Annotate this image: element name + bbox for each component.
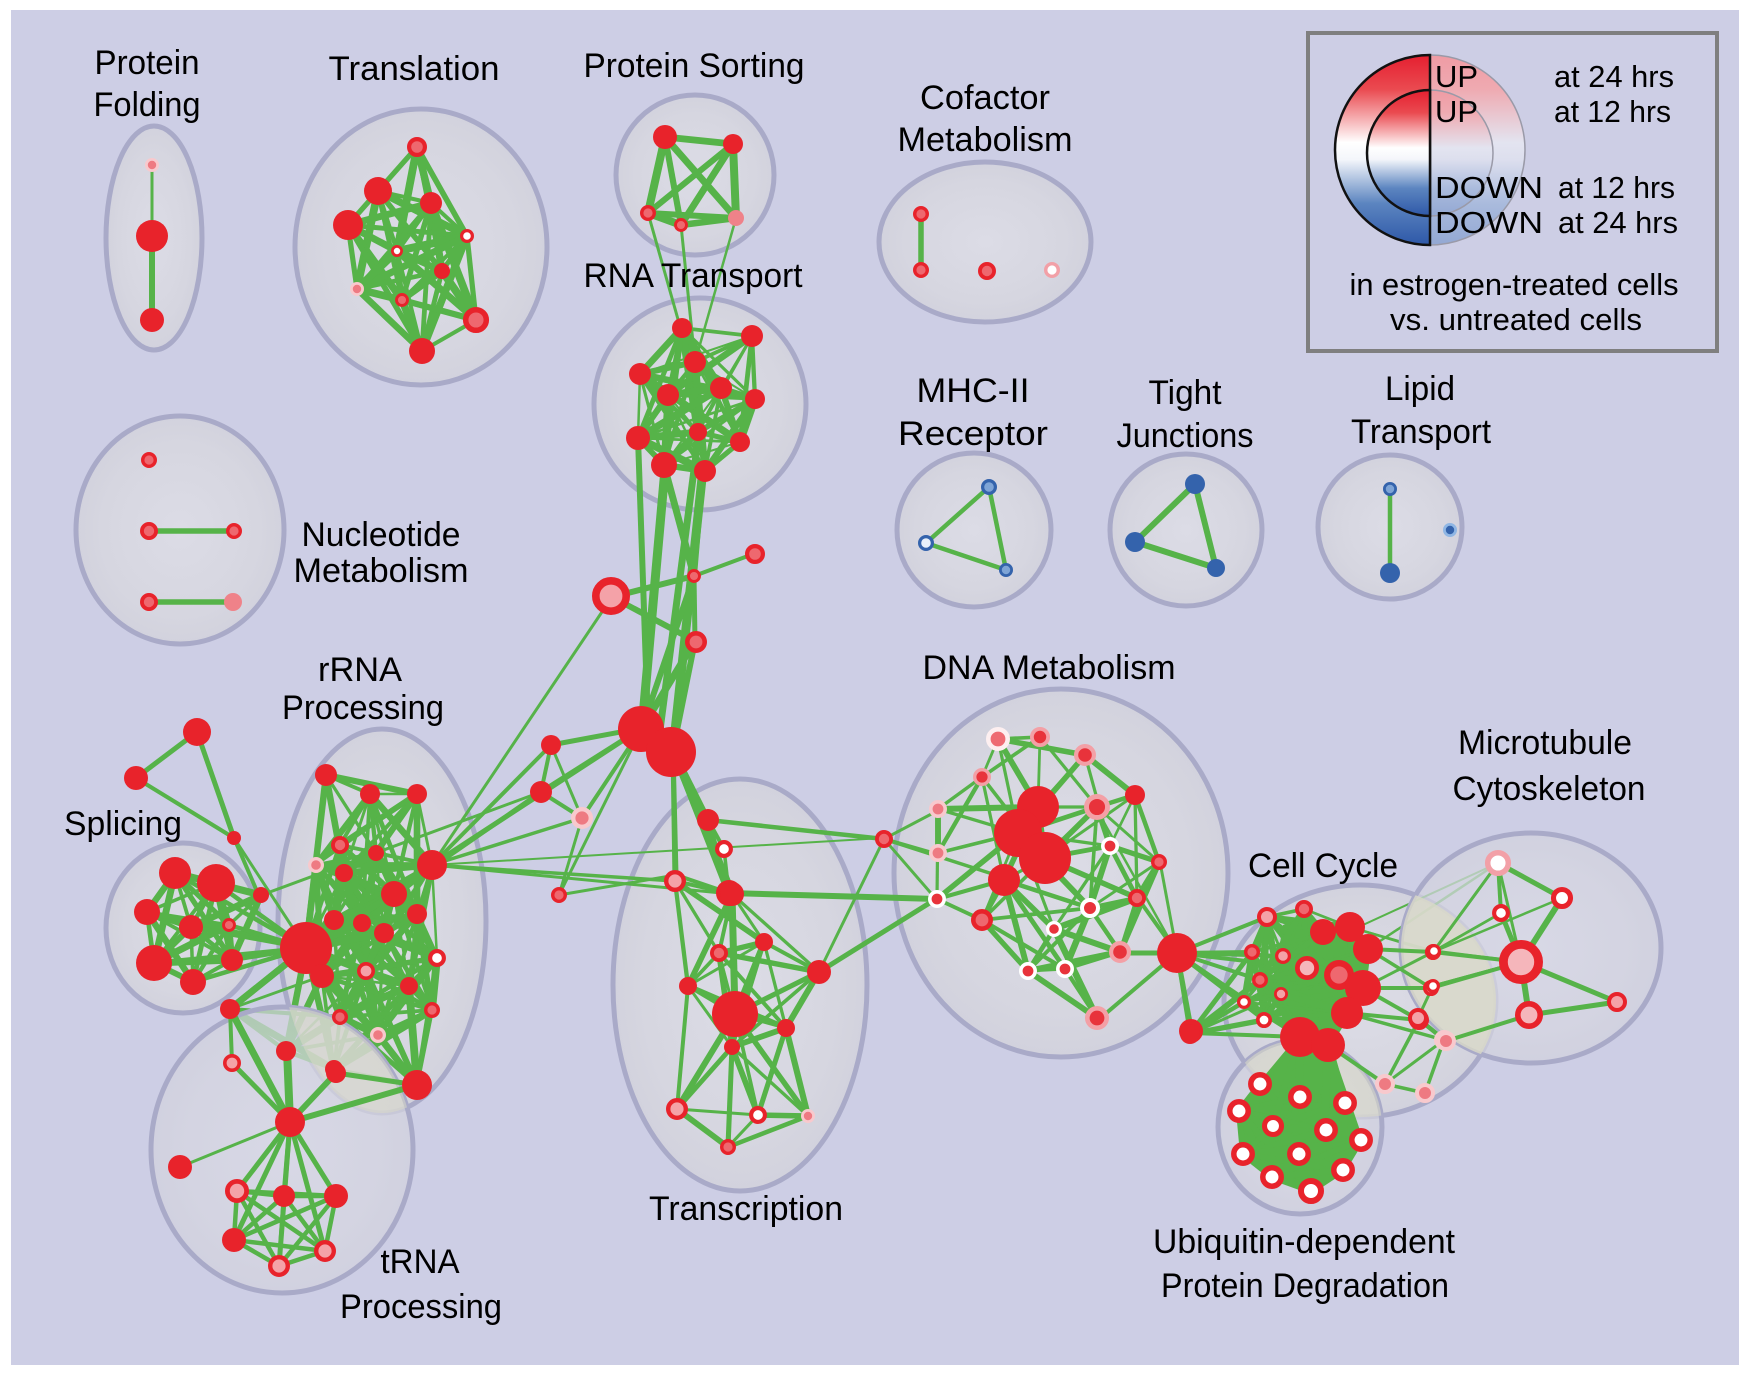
svg-text:Protein Sorting: Protein Sorting xyxy=(584,47,805,85)
svg-text:Junctions: Junctions xyxy=(1117,417,1254,455)
svg-text:UP: UP xyxy=(1435,94,1478,129)
svg-text:at 24 hrs: at 24 hrs xyxy=(1558,205,1678,240)
svg-text:RNA Transport: RNA Transport xyxy=(584,257,804,295)
svg-text:tRNA: tRNA xyxy=(381,1243,460,1281)
svg-text:Tight: Tight xyxy=(1149,374,1223,412)
svg-text:Processing: Processing xyxy=(340,1288,502,1326)
svg-text:Cytoskeleton: Cytoskeleton xyxy=(1453,770,1646,808)
svg-text:Protein: Protein xyxy=(95,44,200,82)
svg-text:DNA Metabolism: DNA Metabolism xyxy=(923,649,1176,687)
svg-text:at 12 hrs: at 12 hrs xyxy=(1558,170,1675,205)
svg-text:rRNA: rRNA xyxy=(318,651,402,689)
svg-text:Protein Degradation: Protein Degradation xyxy=(1161,1267,1449,1305)
svg-text:Cell Cycle: Cell Cycle xyxy=(1248,847,1398,885)
svg-text:Transcription: Transcription xyxy=(649,1190,843,1228)
svg-text:Metabolism: Metabolism xyxy=(294,552,469,590)
svg-text:Translation: Translation xyxy=(329,50,500,88)
svg-text:DOWN: DOWN xyxy=(1435,170,1543,205)
svg-text:at 24 hrs: at 24 hrs xyxy=(1554,59,1674,94)
svg-text:Folding: Folding xyxy=(94,86,201,124)
svg-text:in estrogen-treated cells: in estrogen-treated cells xyxy=(1350,267,1679,302)
svg-text:at 12 hrs: at 12 hrs xyxy=(1554,94,1671,129)
svg-text:Transport: Transport xyxy=(1351,413,1492,451)
svg-text:Ubiquitin-dependent: Ubiquitin-dependent xyxy=(1153,1223,1456,1261)
svg-text:Receptor: Receptor xyxy=(898,415,1048,453)
svg-text:UP: UP xyxy=(1435,59,1478,94)
svg-text:vs. untreated cells: vs. untreated cells xyxy=(1390,302,1642,337)
svg-text:Microtubule: Microtubule xyxy=(1458,724,1632,762)
svg-text:Lipid: Lipid xyxy=(1385,370,1455,408)
svg-text:Metabolism: Metabolism xyxy=(898,121,1073,159)
svg-text:Splicing: Splicing xyxy=(64,805,182,843)
svg-text:Nucleotide: Nucleotide xyxy=(302,516,461,554)
svg-text:DOWN: DOWN xyxy=(1435,205,1543,240)
svg-text:Processing: Processing xyxy=(282,689,444,727)
svg-text:Cofactor: Cofactor xyxy=(920,79,1050,117)
svg-text:MHC-II: MHC-II xyxy=(917,372,1030,410)
